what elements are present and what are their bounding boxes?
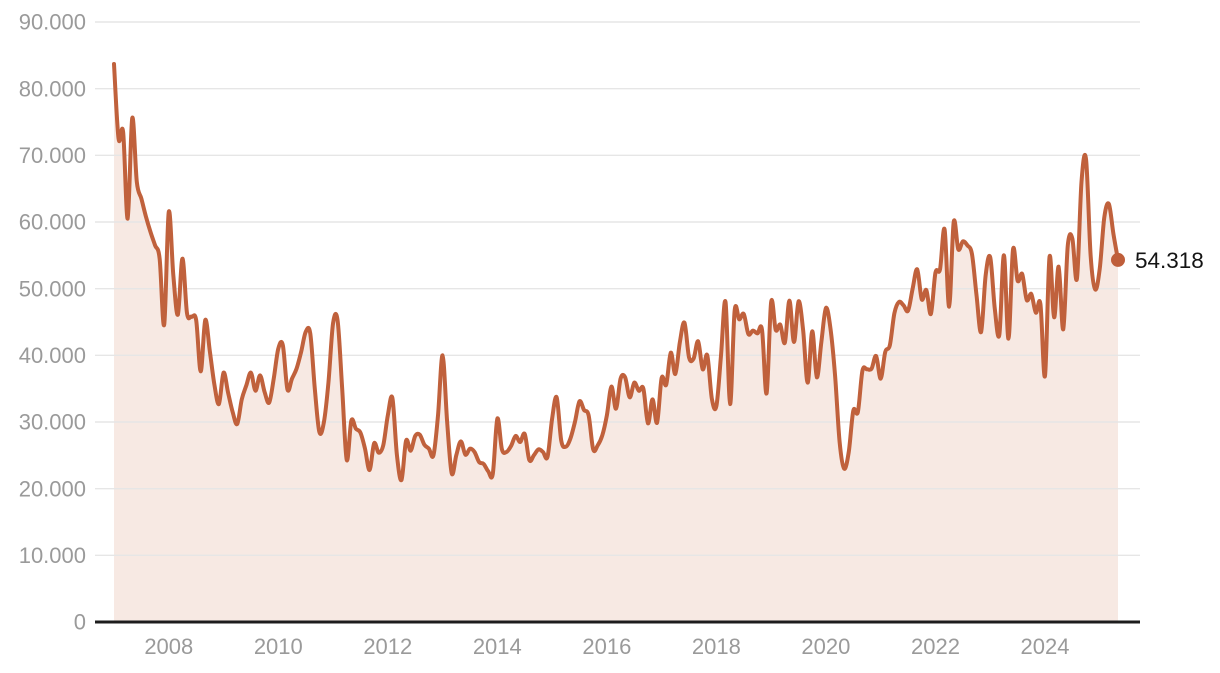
y-tick-label: 20.000	[19, 476, 86, 501]
y-tick-label: 90.000	[19, 10, 86, 35]
end-dot	[1111, 252, 1125, 267]
x-tick-label: 2018	[692, 634, 741, 659]
x-tick-label: 2016	[582, 634, 631, 659]
end-value-label: 54.318	[1135, 248, 1204, 273]
y-tick-label: 50.000	[19, 276, 86, 301]
y-tick-label: 10.000	[19, 543, 86, 568]
x-tick-label: 2020	[801, 634, 850, 659]
series-area	[114, 64, 1118, 622]
x-tick-label: 2008	[144, 634, 193, 659]
x-tick-label: 2014	[473, 634, 522, 659]
y-tick-label: 40.000	[19, 343, 86, 368]
y-tick-label: 30.000	[19, 410, 86, 435]
x-tick-label: 2022	[911, 634, 960, 659]
y-tick-label: 0	[74, 610, 86, 635]
y-tick-label: 80.000	[19, 76, 86, 101]
x-tick-label: 2024	[1021, 634, 1070, 659]
y-tick-label: 60.000	[19, 210, 86, 235]
y-tick-label: 70.000	[19, 143, 86, 168]
x-tick-label: 2012	[363, 634, 412, 659]
x-tick-label: 2010	[254, 634, 303, 659]
series-line	[112, 62, 1120, 483]
